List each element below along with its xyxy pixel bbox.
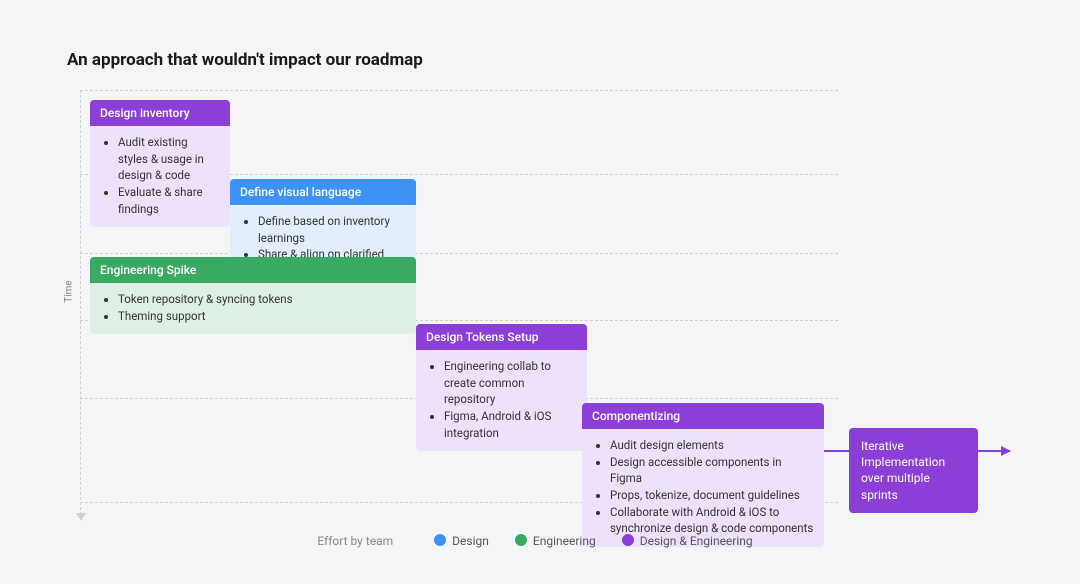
card-list: Audit existing styles & usage in design …: [100, 134, 220, 217]
card-body: Audit existing styles & usage in design …: [90, 126, 230, 227]
legend: Effort by team Design Engineering Design &…: [0, 534, 1080, 548]
legend-dot: [434, 534, 446, 546]
legend-item: Design & Engineering: [640, 534, 753, 548]
card-list-item: Props, tokenize, document guidelines: [610, 487, 814, 504]
card-list-item: Engineering collab to create common repo…: [444, 358, 577, 408]
card-list: Audit design elementsDesign accessible c…: [592, 437, 814, 537]
legend-item: Design: [452, 534, 489, 548]
card-header: Componentizing: [582, 403, 824, 429]
card-design-inventory: Design inventory Audit existing styles & …: [90, 100, 230, 227]
iterative-line1: Iterative Implementation: [861, 438, 966, 470]
time-axis-label: Time: [64, 280, 75, 302]
card-list-item: Evaluate & share findings: [118, 184, 220, 217]
timeline-gridline: [80, 253, 838, 254]
card-list-item: Audit existing styles & usage in design …: [118, 134, 220, 184]
card-componentizing: ComponentizingAudit design elementsDesig…: [582, 403, 824, 547]
card-list-item: Theming support: [118, 308, 406, 325]
timeline-gridline: [80, 90, 838, 91]
card-list-item: Figma, Android & iOS integration: [444, 408, 577, 441]
card-header: Design Tokens Setup: [416, 324, 587, 350]
card-engineering-spike: Engineering Spike Token repository & sync…: [90, 257, 416, 334]
card-list-item: Audit design elements: [610, 437, 814, 454]
card-header: Define visual language: [230, 179, 416, 205]
iterative-box: Iterative Implementation over multiple s…: [849, 428, 978, 513]
card-header: Engineering Spike: [90, 257, 416, 283]
connector-arrow: [978, 450, 1010, 452]
time-axis: [80, 90, 81, 515]
legend-dot: [622, 534, 634, 546]
card-list-item: Token repository & syncing tokens: [118, 291, 406, 308]
legend-label: Effort by team: [317, 534, 393, 548]
legend-item: Engineering: [533, 534, 596, 548]
card-list: Token repository & syncing tokensTheming…: [100, 291, 406, 324]
page-title: An approach that wouldn't impact our roa…: [67, 50, 423, 70]
card-list: Engineering collab to create common repo…: [426, 358, 577, 441]
card-list-item: Design accessible components in Figma: [610, 454, 814, 487]
iterative-line2: over multiple sprints: [861, 470, 966, 502]
card-list-item: Define based on inventory learnings: [258, 213, 406, 246]
card-body: Token repository & syncing tokensTheming…: [90, 283, 416, 334]
card-body: Audit design elementsDesign accessible c…: [582, 429, 824, 547]
card-list-item: Collaborate with Android & iOS to synchr…: [610, 504, 814, 537]
card-body: Engineering collab to create common repo…: [416, 350, 587, 451]
card-design-tokens-setup: Design Tokens Setup Engineering collab to…: [416, 324, 587, 451]
card-header: Design inventory: [90, 100, 230, 126]
connector-line: [824, 450, 849, 452]
legend-dot: [515, 534, 527, 546]
